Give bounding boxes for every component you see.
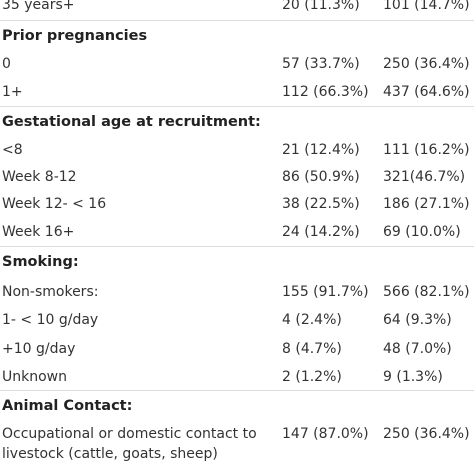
cell-value: 8 (4.7%) <box>282 341 342 357</box>
row-label: 1- < 10 g/day <box>2 312 99 328</box>
cell-value: 2 (1.2%) <box>282 369 342 385</box>
row-label: Week 16+ <box>2 224 75 240</box>
cell-value: 147 (87.0%) <box>282 426 369 442</box>
cell-value: 69 (10.0%) <box>383 224 461 240</box>
section-heading: Animal Contact: <box>2 398 133 414</box>
row-label: +10 g/day <box>2 341 76 357</box>
section-rule <box>0 106 474 107</box>
cell-value: 250 (36.4%) <box>383 56 470 72</box>
cell-value: 64 (9.3%) <box>383 312 452 328</box>
section-heading: Smoking: <box>2 254 79 270</box>
section-rule <box>0 20 474 21</box>
row-label: Unknown <box>2 369 67 385</box>
cell-value: 250 (36.4%) <box>383 426 470 442</box>
cell-value: 566 (82.1%) <box>383 284 470 300</box>
cell-value: 21 (12.4%) <box>282 142 360 158</box>
cell-value: 24 (14.2%) <box>282 224 360 240</box>
row-label: 0 <box>2 56 11 72</box>
row-label: Occupational or domestic contact to live… <box>2 426 257 462</box>
cell-value: 321(46.7%) <box>383 169 466 185</box>
cell-value: 112 (66.3%) <box>282 84 369 100</box>
cell-value: 20 (11.3%) <box>282 0 360 13</box>
cell-value: 101 (14.7%) <box>383 0 470 13</box>
row-label: 1+ <box>2 84 23 100</box>
cell-value: 86 (50.9%) <box>282 169 360 185</box>
section-rule <box>0 246 474 247</box>
cell-value: 437 (64.6%) <box>383 84 470 100</box>
section-rule <box>0 390 474 391</box>
cell-value: 155 (91.7%) <box>282 284 369 300</box>
section-heading: Prior pregnancies <box>2 28 148 44</box>
cell-value: 9 (1.3%) <box>383 369 443 385</box>
row-label: Week 8-12 <box>2 169 77 185</box>
cell-value: 186 (27.1%) <box>383 196 470 212</box>
cell-value: 57 (33.7%) <box>282 56 360 72</box>
section-heading: Gestational age at recruitment: <box>2 114 261 130</box>
row-label: 35 years+ <box>2 0 75 13</box>
cell-value: 111 (16.2%) <box>383 142 470 158</box>
cell-value: 48 (7.0%) <box>383 341 452 357</box>
cell-value: 4 (2.4%) <box>282 312 342 328</box>
cell-value: 38 (22.5%) <box>282 196 360 212</box>
row-label: Non-smokers: <box>2 284 99 300</box>
row-label: <8 <box>2 142 23 158</box>
row-label: Week 12- < 16 <box>2 196 107 212</box>
